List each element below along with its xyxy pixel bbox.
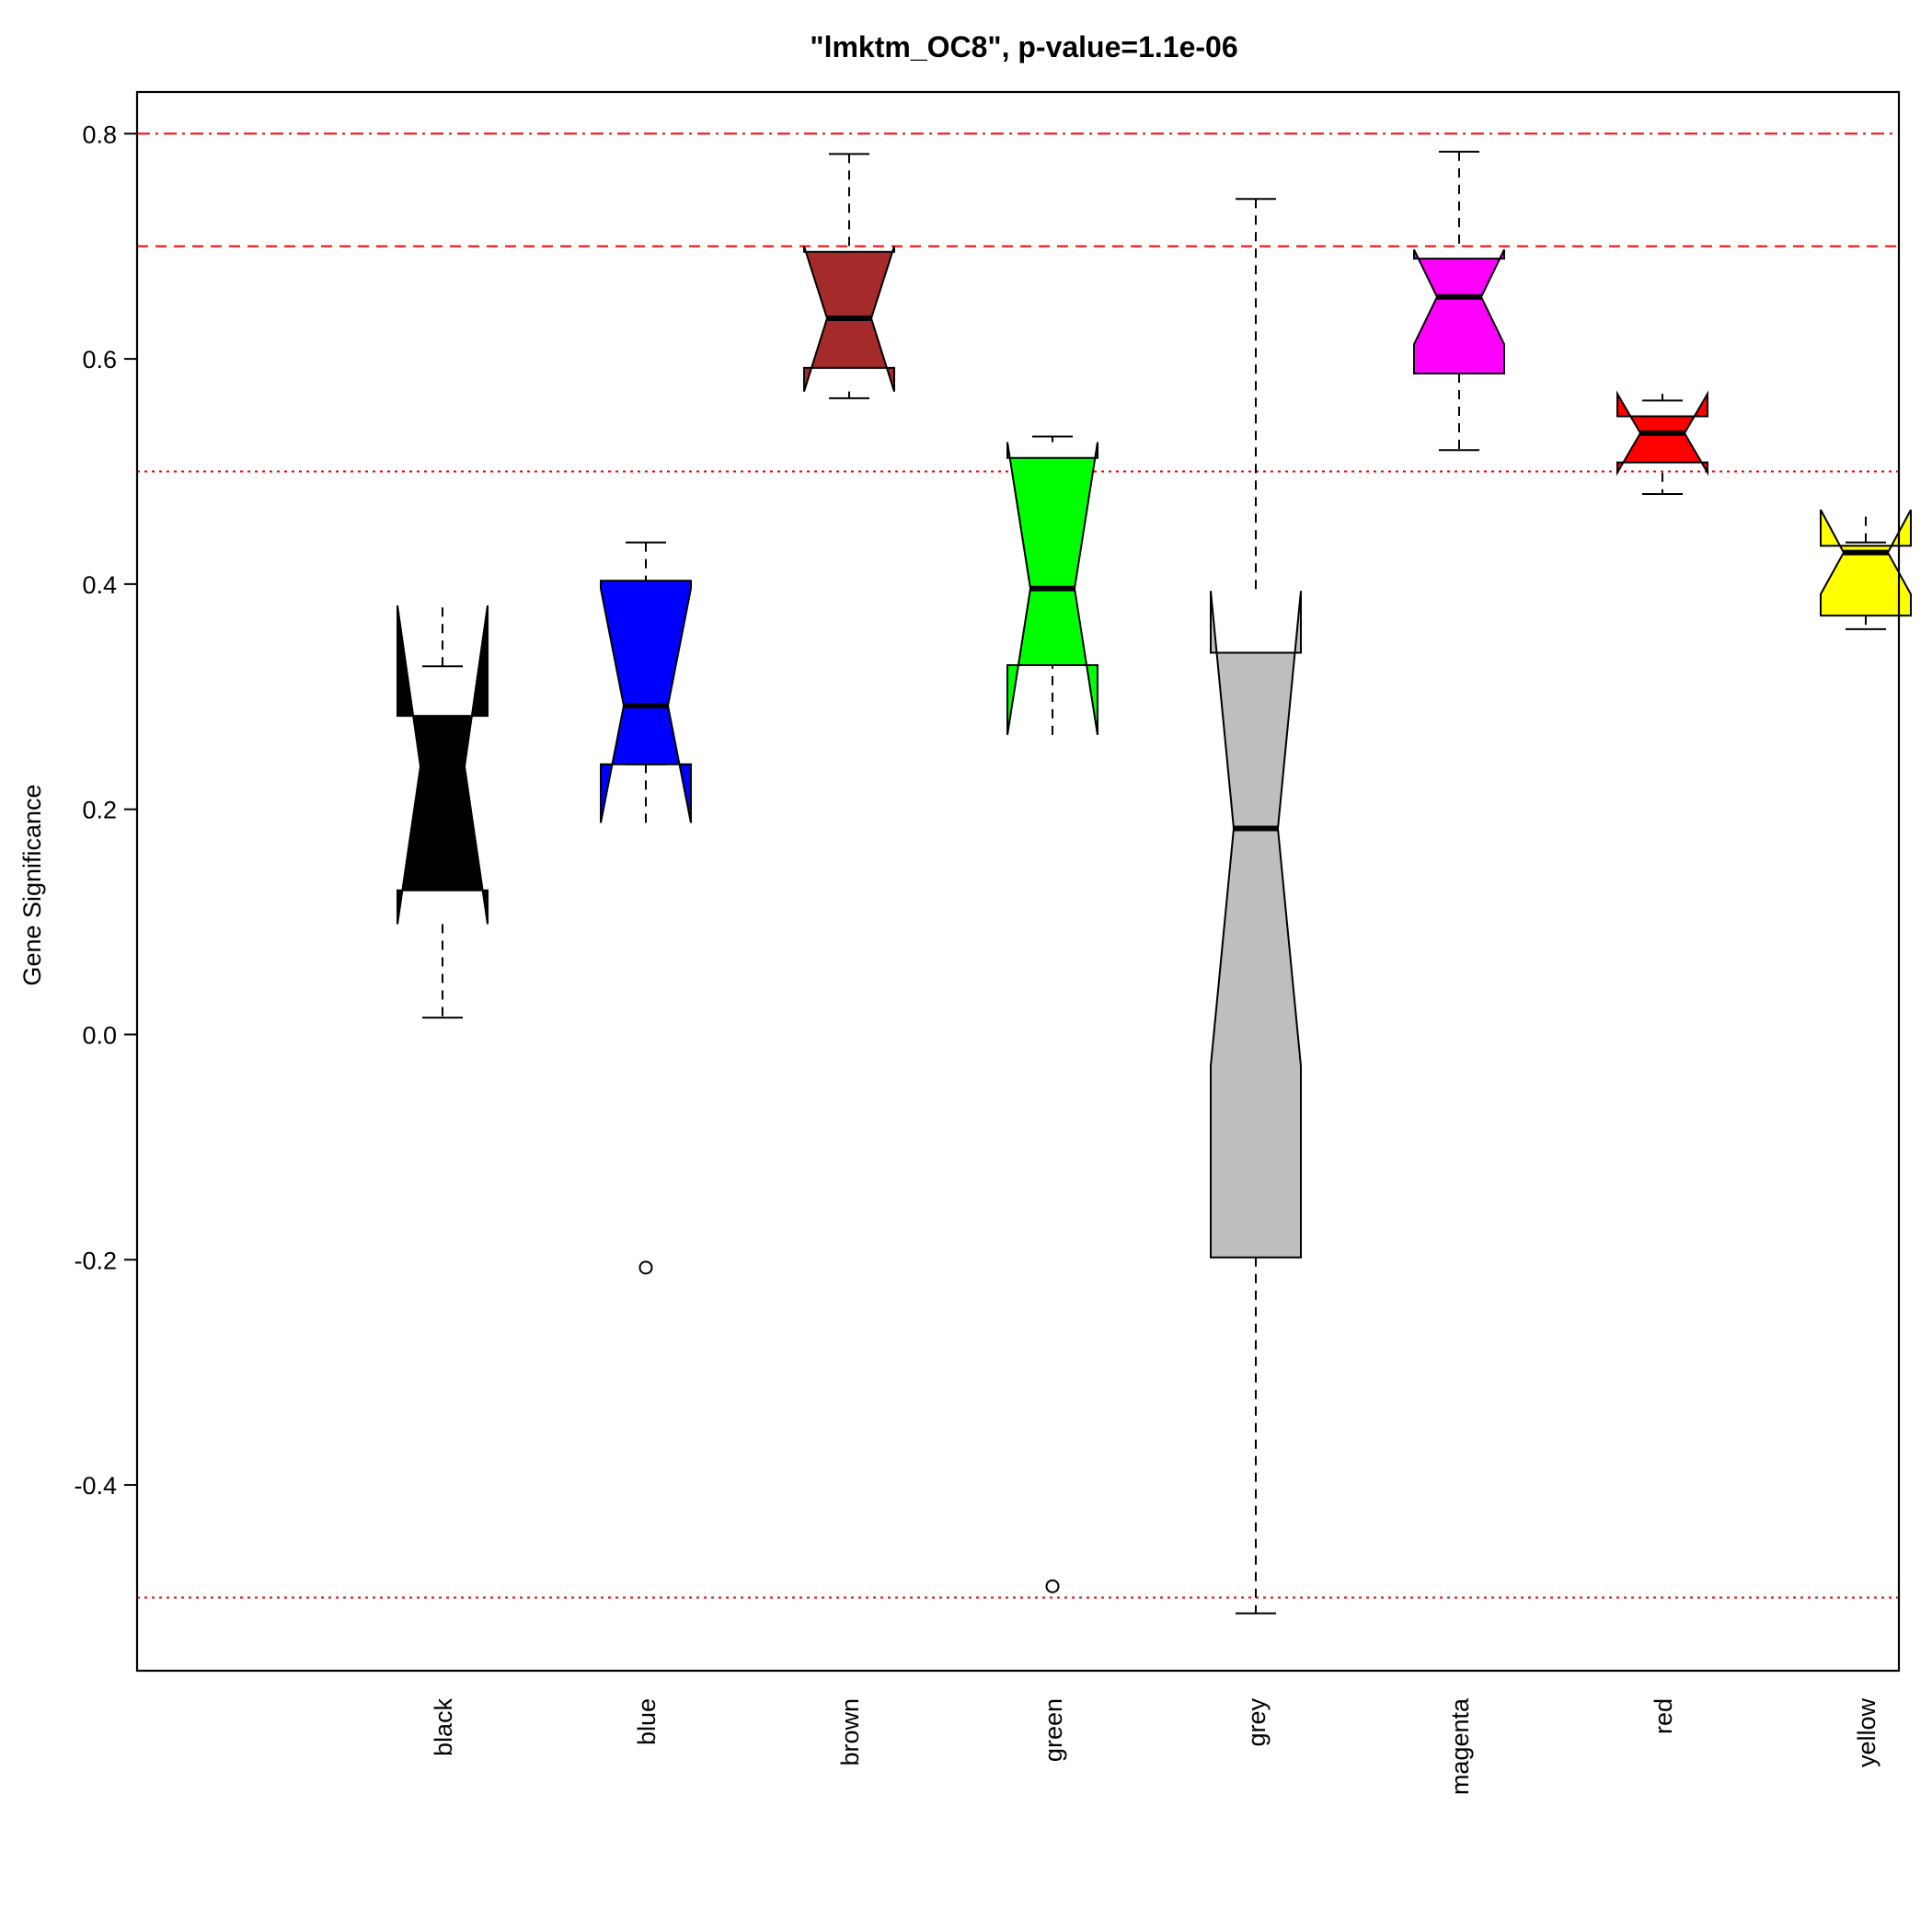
y-tick-label: 0.6	[82, 346, 117, 374]
box-brown	[803, 153, 895, 399]
x-tick-label: grey	[1243, 1698, 1271, 1747]
x-tick-label: green	[1040, 1698, 1067, 1762]
x-axis: black blue brown green grey magenta red yellow	[430, 1697, 1880, 1795]
x-tick-label: red	[1650, 1698, 1677, 1734]
box-blue	[600, 541, 692, 1275]
box-grey	[1210, 198, 1302, 1615]
box-black	[397, 604, 489, 1019]
y-tick-label: 0.2	[82, 797, 117, 824]
x-tick-label: black	[430, 1698, 457, 1757]
box-body	[1413, 248, 1505, 374]
chart-title: "lmktm_OC8", p-value=1.1e-06	[810, 30, 1237, 63]
box-yellow	[1820, 509, 1912, 630]
box-body	[1210, 591, 1302, 1259]
outlier-point	[638, 1260, 653, 1275]
plot-frame	[135, 90, 1901, 1673]
y-axis-label: Gene Significance	[18, 784, 46, 985]
boxes	[397, 150, 1912, 1615]
x-tick-label: magenta	[1446, 1697, 1474, 1795]
outlier-point	[1045, 1579, 1060, 1593]
x-tick-label: yellow	[1853, 1698, 1880, 1768]
x-tick-label: blue	[633, 1698, 661, 1745]
box-magenta	[1413, 150, 1505, 452]
box-red	[1616, 390, 1708, 495]
y-tick-label: -0.2	[74, 1247, 117, 1274]
x-tick-label: brown	[836, 1698, 864, 1766]
box-body	[600, 580, 692, 823]
y-tick-label: 0.4	[82, 571, 117, 599]
box-body	[1820, 509, 1912, 617]
y-tick-label: 0.8	[82, 121, 117, 148]
box-green	[1006, 435, 1098, 1593]
reference-lines	[137, 132, 1899, 1599]
y-tick-label: 0.0	[82, 1021, 117, 1049]
y-axis: -0.4 -0.2 0.0 0.2 0.4 0.6 0.8	[74, 121, 137, 1500]
y-tick-label: -0.4	[74, 1472, 117, 1500]
